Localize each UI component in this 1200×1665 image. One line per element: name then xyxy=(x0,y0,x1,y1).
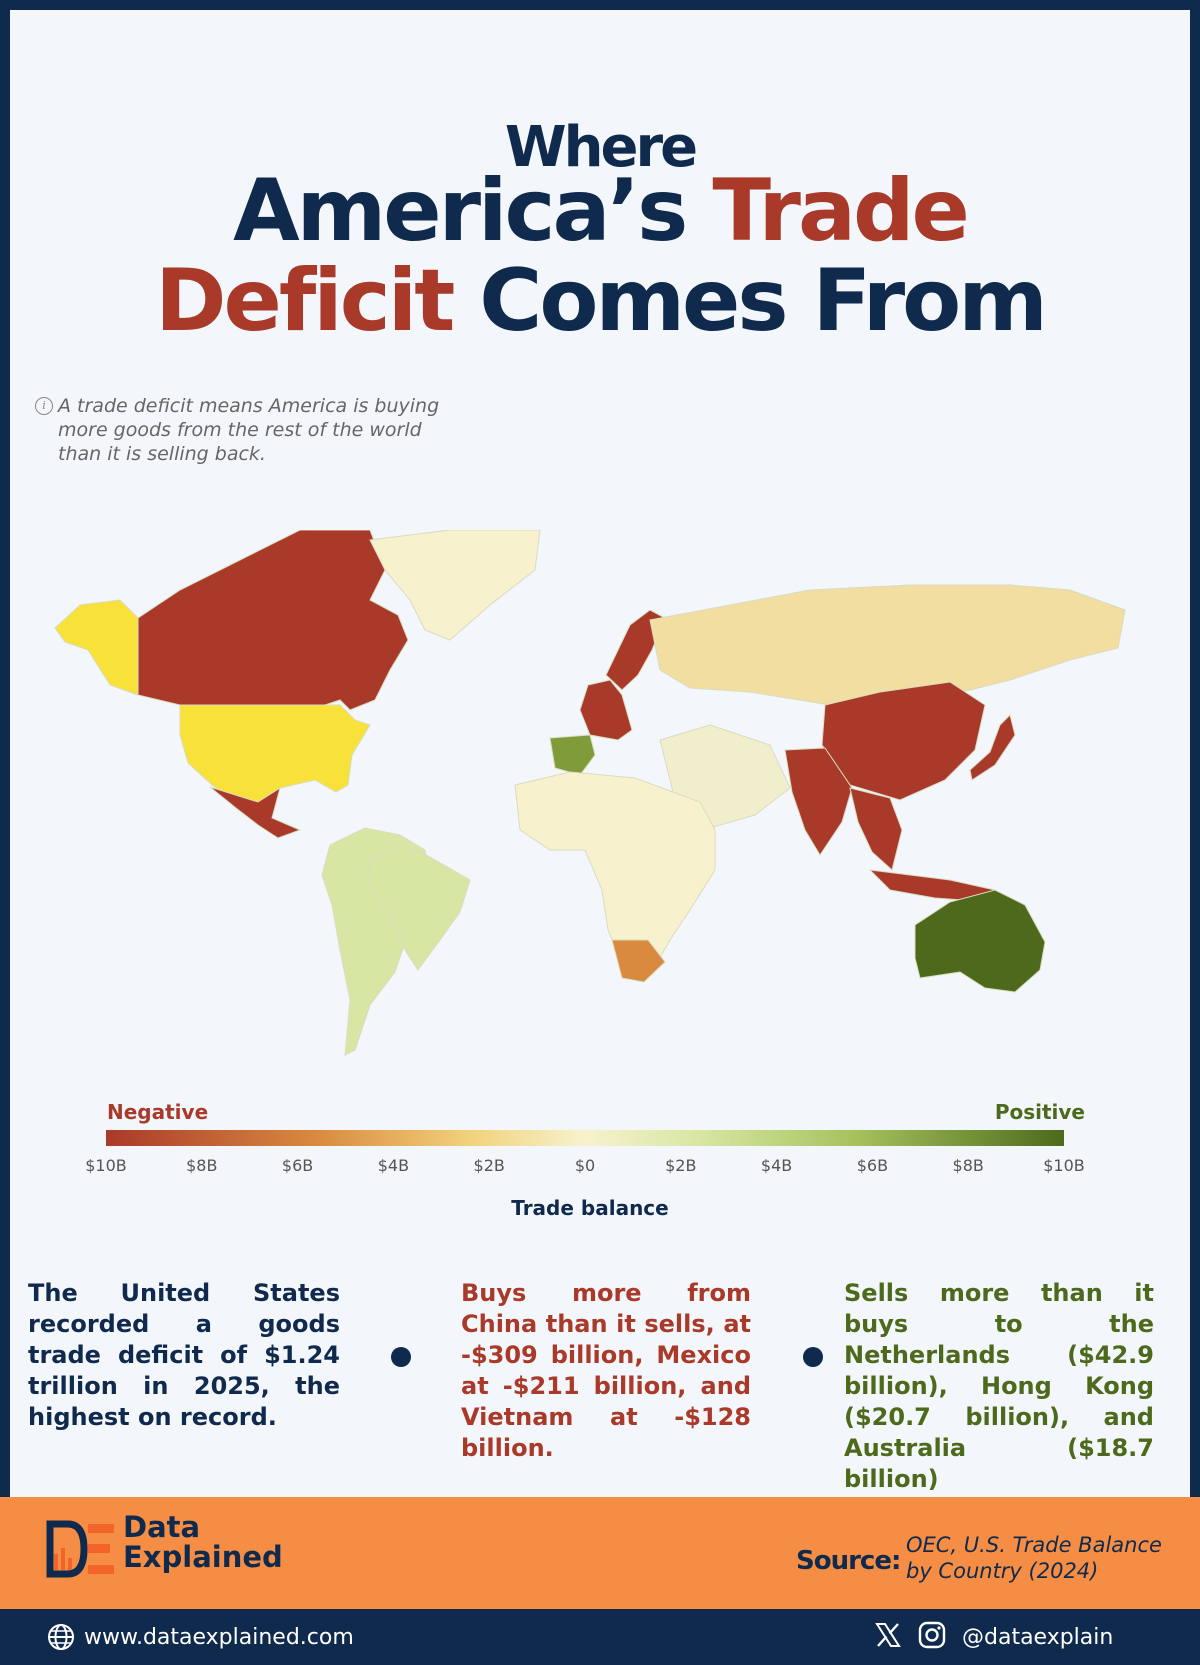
source-label: Source: xyxy=(796,1546,901,1576)
legend-tick: $8B xyxy=(952,1156,984,1175)
data-explained-logo-icon xyxy=(46,1520,114,1578)
legend-tick: $0 xyxy=(574,1156,596,1175)
legend-tick: $4B xyxy=(377,1156,410,1175)
title-line-2: America’s Trade xyxy=(10,168,1190,254)
social-handle[interactable]: @dataexplain xyxy=(962,1625,1114,1650)
bullet-dot xyxy=(803,1347,823,1367)
legend-tick: $2B xyxy=(665,1156,697,1175)
fact-top-surpluses: Sells more than it buys to the Netherlan… xyxy=(844,1279,1154,1493)
region-southeast-asia xyxy=(849,787,903,871)
region-russia xyxy=(649,584,1126,706)
brand-line-1: Data xyxy=(123,1510,201,1544)
legend-tick: $8B xyxy=(186,1156,218,1175)
region-brazil xyxy=(367,845,471,971)
footer-social-band xyxy=(0,1609,1200,1665)
source-text: OEC, U.S. Trade Balance by Country (2024… xyxy=(906,1533,1162,1583)
title-deficit: Deficit xyxy=(155,251,455,351)
title-trade: Trade xyxy=(712,161,970,261)
legend-tick: $10B xyxy=(85,1156,127,1175)
region-india xyxy=(784,747,853,856)
legend-positive-label: Positive xyxy=(994,1100,1085,1124)
legend-color-bar xyxy=(106,1130,1064,1146)
legend-title: Trade balance xyxy=(511,1196,669,1220)
world-map xyxy=(54,530,1126,1056)
legend-ticks: $10B $8B $6B $4B $2B $0 $2B $4B $6B $8B $10B xyxy=(85,1156,1085,1180)
legend-tick: $4B xyxy=(760,1156,793,1175)
title-america: America’s xyxy=(233,161,713,261)
infographic-card: Where America’s Trade Deficit Comes From… xyxy=(10,10,1190,1497)
info-icon: i xyxy=(35,397,53,415)
bullet-dot xyxy=(391,1347,411,1367)
website-link[interactable]: www.dataexplained.com xyxy=(84,1625,354,1650)
region-greenland xyxy=(369,530,541,641)
title-line-3: Deficit Comes From xyxy=(10,258,1190,344)
globe-icon xyxy=(48,1624,74,1650)
legend-tick: $6B xyxy=(281,1156,314,1175)
region-mexico xyxy=(209,786,302,839)
region-alaska xyxy=(54,599,139,696)
region-australia xyxy=(914,889,1046,993)
title-line-1: Where xyxy=(504,115,698,180)
brand-name: Data Explained xyxy=(123,1512,283,1572)
x-twitter-icon[interactable] xyxy=(873,1620,903,1650)
fact-deficit-total: The United States recorded a goods trade… xyxy=(28,1279,340,1431)
instagram-icon[interactable] xyxy=(917,1620,947,1650)
region-united-states xyxy=(179,704,371,806)
brand-line-2: Explained xyxy=(123,1540,283,1574)
legend-tick: $2B xyxy=(473,1156,505,1175)
legend-tick: $6B xyxy=(856,1156,889,1175)
region-western-europe xyxy=(579,679,633,741)
fact-top-deficits: Buys more from China than it sells, at -… xyxy=(461,1279,751,1462)
definition-note: A trade deficit means America is buying … xyxy=(58,395,440,465)
legend-negative-label: Negative xyxy=(107,1100,209,1124)
footer-source-band xyxy=(0,1497,1200,1609)
region-japan xyxy=(969,714,1016,781)
region-canada xyxy=(137,530,409,711)
region-spain xyxy=(549,734,596,776)
legend-tick: $10B xyxy=(1043,1156,1085,1175)
region-south-africa xyxy=(611,939,666,983)
title-comes-from: Comes From xyxy=(452,251,1048,351)
